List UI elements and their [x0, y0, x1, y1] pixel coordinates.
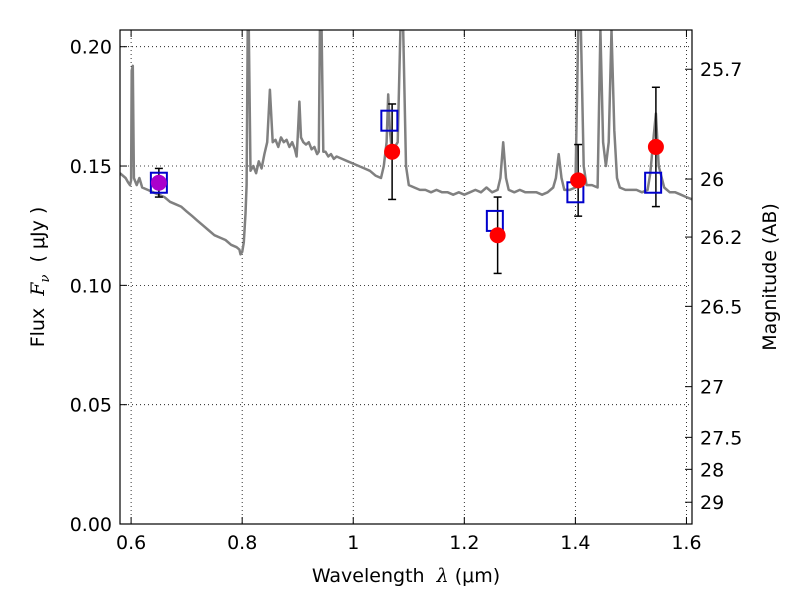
y-tick-label: 0.20 [70, 37, 112, 59]
y2-tick-label: 27 [700, 377, 724, 399]
plot-frame [119, 29, 693, 525]
y2-tick-label: 28 [700, 459, 724, 481]
observed-point-layer [150, 138, 664, 244]
observed-point [647, 138, 664, 155]
tick-marks [120, 30, 692, 525]
observed-point [570, 172, 587, 189]
observed-point [150, 174, 167, 191]
y-axis-label: Flux Fν ( μJy ) [27, 207, 53, 348]
spectrum-line [120, 30, 692, 256]
y2-tick-label: 26.2 [700, 227, 742, 249]
tick-labels: 0.6 0.8 1 1.2 1.4 1.6 0.00 0.05 0.10 0.15 0.20 25.7… [70, 37, 743, 554]
x-tick-label: 1 [347, 532, 359, 554]
x-tick-label: 1.2 [449, 532, 479, 554]
x-tick-label: 1.4 [560, 532, 590, 554]
y2-tick-label: 27.5 [700, 427, 742, 449]
y-tick-label: 0.00 [70, 514, 112, 536]
x-tick-label: 0.6 [116, 532, 146, 554]
spectrum-layer [120, 30, 692, 256]
y-tick-label: 0.05 [70, 395, 112, 417]
y-tick-label: 0.10 [70, 275, 112, 297]
x-tick-label: 1.6 [671, 532, 701, 554]
observed-point [384, 143, 401, 160]
model-square [644, 171, 663, 194]
x-axis-label: Wavelength λ (μm) [312, 565, 500, 587]
model-square [380, 109, 399, 132]
observed-point [489, 227, 506, 244]
y2-tick-label: 26 [700, 169, 724, 191]
y-tick-label: 0.15 [70, 156, 112, 178]
y2-tick-label: 29 [700, 492, 724, 514]
y2-tick-label: 25.7 [700, 59, 742, 81]
y2-axis-label: Magnitude (AB) [759, 203, 781, 351]
x-tick-label: 0.8 [227, 532, 257, 554]
y2-tick-label: 26.5 [700, 296, 742, 318]
